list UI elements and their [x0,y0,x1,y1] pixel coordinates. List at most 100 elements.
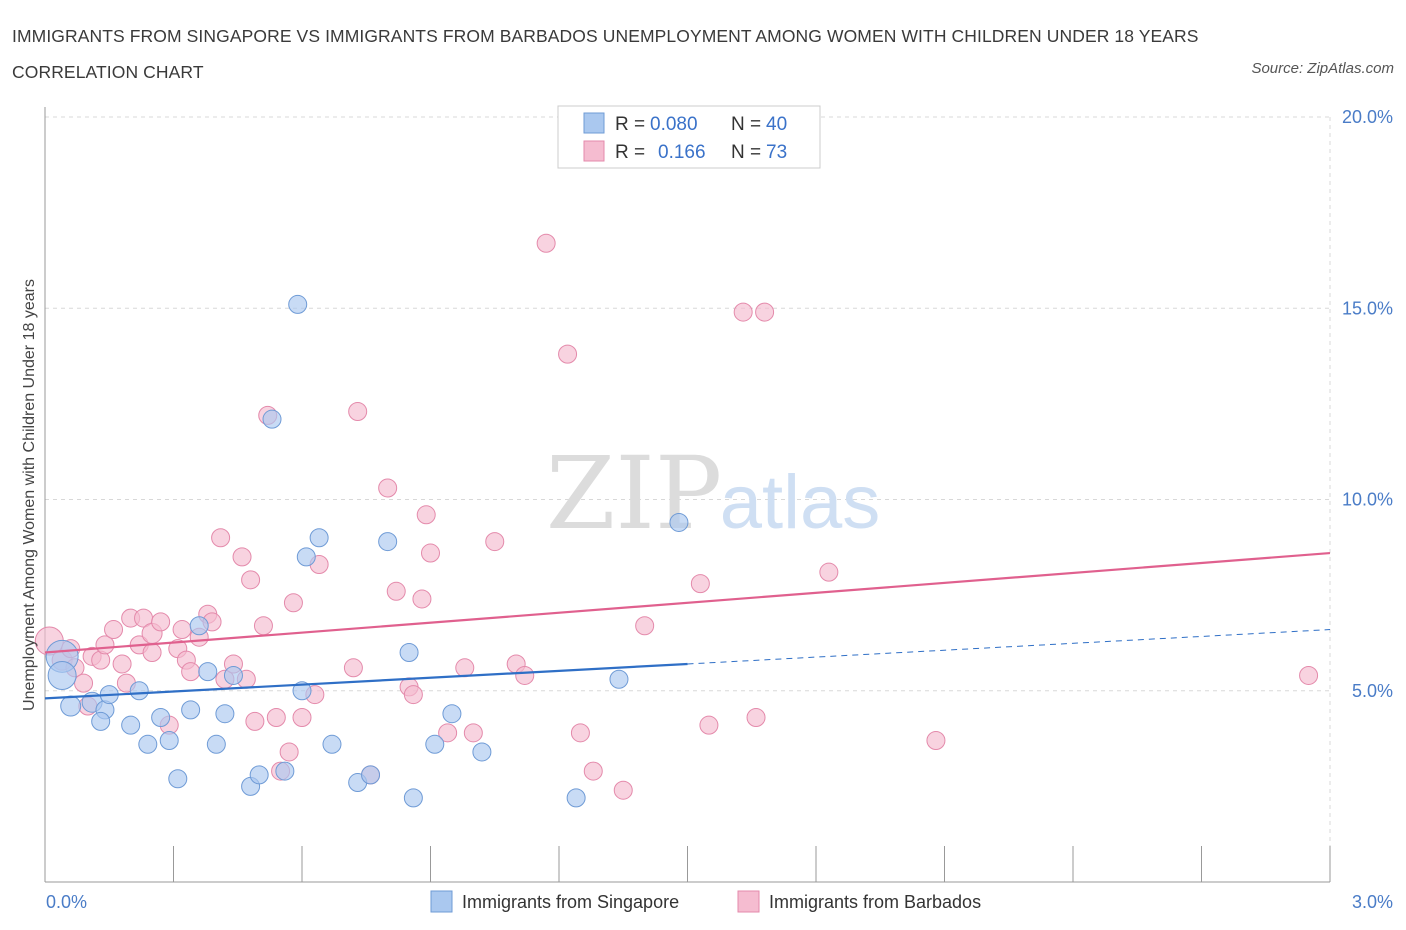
barbados-point-53 [455,658,475,678]
barbados-point-20 [172,620,192,640]
legend-swatch-singapore [583,112,605,134]
singapore-point-33 [425,734,445,754]
singapore-point-32 [403,788,423,808]
x-tick-label-0: 0.0% [46,892,87,912]
singapore-point-27 [322,734,342,754]
barbados-point-51 [421,543,440,563]
singapore-point-5 [91,711,111,731]
barbados-point-69 [819,562,839,582]
y-tick-label-3: 20.0% [1342,107,1393,127]
legend-r-value-barbados: 0.166 [658,142,706,163]
barbados-point-52 [438,723,458,743]
watermark-zip: ZIP [546,435,722,552]
y-tick-label-2: 15.0% [1342,298,1393,318]
bottom-legend-label-singapore: Immigrants from Singapore [462,892,679,912]
y-tick-label-1: 10.0% [1342,490,1393,510]
barbados-point-42 [343,658,363,678]
barbados-point-32 [245,711,265,731]
singapore-point-10 [151,708,171,728]
trend-lines [44,551,1331,700]
barbados-point-49 [412,589,432,609]
singapore-point-25 [296,547,316,567]
barbados-point-16 [142,643,162,662]
barbados-point-46 [386,581,406,601]
barbados-point-59 [558,344,578,364]
barbados-point-63 [635,616,655,636]
legend-swatch-barbados [583,140,605,162]
barbados-point-33 [253,616,273,636]
singapore-point-14 [189,616,209,636]
barbados-point-26 [211,528,231,548]
barbados-point-58 [536,233,556,253]
bottom-legend-label-barbados: Immigrants from Barbados [769,892,981,912]
singapore-trend-extension [687,629,1331,665]
singapore-point-12 [168,769,188,789]
barbados-point-50 [416,505,436,525]
barbados-trend-line [44,551,1331,654]
singapore-point-2 [60,695,82,717]
legend-n-label-singapore: N = [731,114,761,135]
barbados-point-29 [232,547,252,567]
y-axis-title: Unemployment Among Women with Children U… [21,279,38,711]
singapore-point-1 [47,660,77,690]
singapore-point-7 [121,715,141,735]
singapore-trend-line [44,662,688,700]
singapore-point-26 [309,528,329,548]
singapore-point-20 [249,765,269,785]
barbados-point-65 [699,715,719,735]
singapore-point-38 [669,512,689,532]
legend-r-label-singapore: R = [615,114,645,135]
bottom-legend: Immigrants from Singapore Immigrants fro… [430,890,981,913]
tick-labels: 5.0% 10.0% 15.0% 20.0% 0.0% 3.0% [46,107,1393,912]
barbados-point-67 [746,708,766,728]
singapore-point-16 [206,734,226,754]
singapore-point-15 [198,662,218,682]
chart-title: IMMIGRANTS FROM SINGAPORE VS IMMIGRANTS … [12,26,1199,82]
watermark: ZIP atlas [546,435,880,552]
barbados-point-22 [181,662,201,682]
singapore-point-17 [215,704,235,724]
watermark-atlas: atlas [720,460,881,545]
legend-r-value-singapore: 0.080 [650,114,698,135]
y-tick-label-0: 5.0% [1352,681,1393,701]
barbados-point-37 [279,742,299,762]
legend-n-value-singapore: 40 [766,114,787,135]
singapore-point-30 [378,532,398,552]
legend: R = 0.080 N = 40 R = 0.166 N = 73 [557,105,821,169]
singapore-point-21 [262,409,282,429]
barbados-point-43 [348,402,368,422]
legend-n-label-barbados: N = [731,142,761,163]
barbados-point-62 [613,780,633,800]
source-label: Source: ZipAtlas.com [1251,60,1394,77]
singapore-point-8 [129,681,149,701]
legend-n-value-barbados: 73 [766,142,787,163]
barbados-point-68 [755,302,775,322]
singapore-point-13 [181,700,201,720]
singapore-point-22 [288,294,308,314]
singapore-point-36 [566,788,586,808]
singapore-point-24 [292,681,312,701]
barbados-point-70 [926,730,946,750]
barbados-point-8 [95,635,115,655]
barbados-point-60 [570,723,590,743]
barbados-point-57 [515,665,535,685]
singapore-point-37 [609,669,629,689]
barbados-point-38 [283,593,303,613]
barbados-point-39 [292,708,312,728]
singapore-point-35 [472,742,492,762]
singapore-point-18 [223,665,243,685]
singapore-point-31 [399,643,419,662]
barbados-point-4 [74,673,94,693]
barbados-point-66 [733,302,753,322]
singapore-point-11 [159,730,179,750]
barbados-point-54 [463,723,483,743]
axes [44,107,1331,883]
singapore-point-9 [138,734,158,754]
bottom-legend-swatch-barbados [737,890,760,913]
singapore-point-34 [442,704,462,724]
barbados-point-71 [1299,665,1319,685]
barbados-point-9 [104,620,124,640]
barbados-point-55 [485,532,505,552]
barbados-point-48 [403,685,423,705]
